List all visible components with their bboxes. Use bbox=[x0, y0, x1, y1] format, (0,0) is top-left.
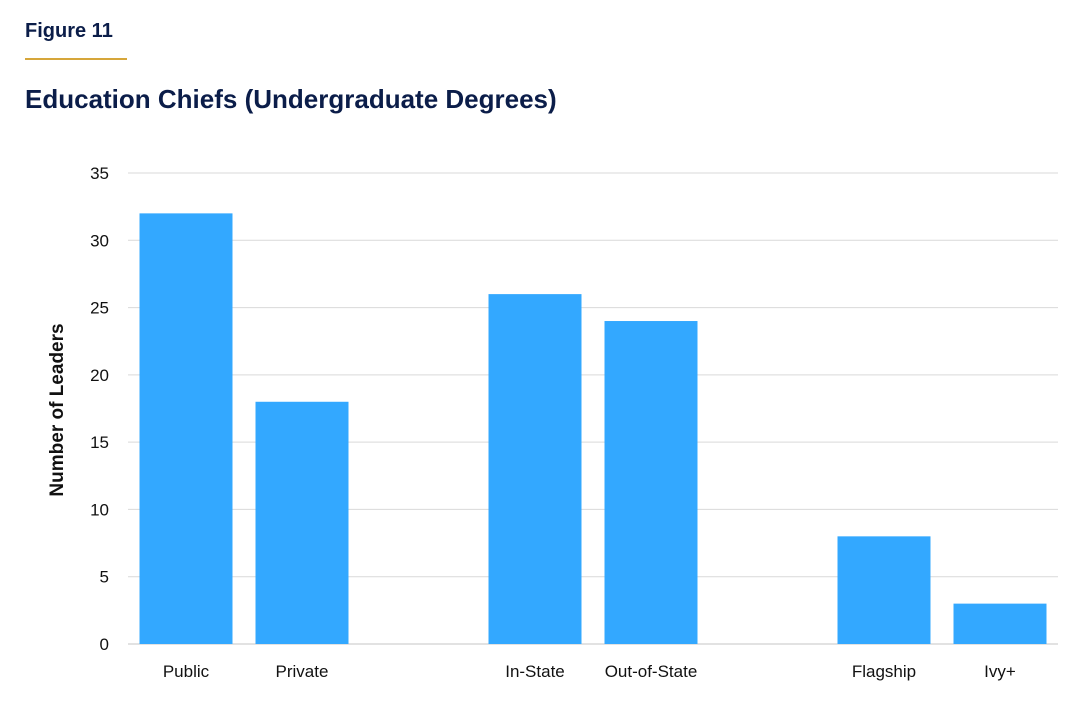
y-tick-label: 30 bbox=[90, 231, 109, 250]
bar-private bbox=[255, 401, 349, 644]
y-tick-label: 5 bbox=[100, 568, 109, 587]
x-tick-label: Public bbox=[163, 662, 210, 681]
x-tick-label: Ivy+ bbox=[984, 662, 1016, 681]
bar-flagship bbox=[837, 536, 931, 644]
y-axis-ticks: 0 5 10 15 20 25 30 35 bbox=[90, 164, 109, 654]
x-tick-label: Flagship bbox=[852, 662, 916, 681]
y-tick-label: 10 bbox=[90, 500, 109, 519]
x-tick-label: Out-of-State bbox=[605, 662, 698, 681]
y-tick-label: 35 bbox=[90, 164, 109, 183]
y-tick-label: 20 bbox=[90, 366, 109, 385]
figure-accent-rule bbox=[25, 58, 127, 60]
y-axis-title: Number of Leaders bbox=[47, 323, 68, 496]
figure-label: Figure 11 bbox=[25, 20, 113, 42]
bar-out-of-state bbox=[604, 321, 698, 644]
bar-in-state bbox=[488, 294, 582, 644]
bars bbox=[139, 213, 1047, 644]
x-tick-label: In-State bbox=[505, 662, 565, 681]
x-axis-ticks: Public Private In-State Out-of-State Flagshi… bbox=[163, 662, 1016, 681]
y-tick-label: 0 bbox=[100, 635, 109, 654]
y-tick-label: 15 bbox=[90, 433, 109, 452]
chart-title: Education Chiefs (Undergraduate Degrees) bbox=[25, 84, 557, 114]
bar-public bbox=[139, 213, 233, 644]
bar-ivy bbox=[953, 603, 1047, 644]
x-tick-label: Private bbox=[276, 662, 329, 681]
y-tick-label: 25 bbox=[90, 299, 109, 318]
